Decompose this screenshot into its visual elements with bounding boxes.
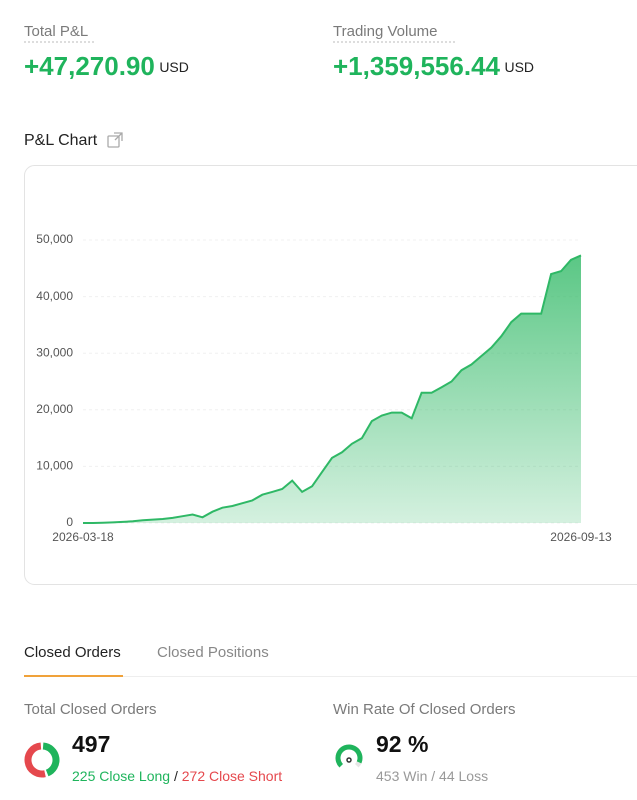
x-tick-label: 2026-09-13: [550, 530, 612, 544]
y-tick-label: 10,000: [36, 459, 73, 473]
stat-title: Total Closed Orders: [24, 701, 157, 718]
gauge: [335, 744, 363, 768]
y-tick-label: 50,000: [36, 232, 73, 246]
donut: [24, 742, 60, 778]
chart-title: P&L Chart: [24, 132, 98, 149]
chart-panel: [24, 165, 637, 585]
area: [83, 255, 581, 523]
x-tick-label: 2026-03-18: [52, 530, 114, 544]
external-link-icon[interactable]: [107, 132, 123, 148]
y-tick-label: 0: [66, 515, 73, 529]
donut-segment: [24, 742, 46, 778]
y-tick-label: 20,000: [36, 402, 73, 416]
summary-label: Trading Volume: [333, 23, 438, 40]
summary-value: +47,270.90 USD: [24, 51, 189, 81]
tab[interactable]: Closed Orders: [24, 644, 121, 661]
stat-breakdown: 225 Close Long / 272 Close Short: [72, 768, 282, 784]
y-tick-label: 30,000: [36, 345, 73, 359]
stat-title: Win Rate Of Closed Orders: [333, 701, 516, 718]
y-tick-label: 40,000: [36, 289, 73, 303]
gauge-hub: [346, 757, 352, 763]
chart: 0 10,000 20,000 30,000 40,000 50,000 2026-03-1…: [36, 232, 612, 544]
summary-label: Total P&L: [24, 23, 88, 40]
tab-indicator: [24, 675, 123, 677]
summary-value: +1,359,556.44 USD: [333, 51, 534, 81]
stat-breakdown: 453 Win / 44 Loss: [376, 768, 488, 784]
gauge-value: [335, 744, 363, 768]
donut-segment: [42, 742, 60, 777]
stat-value: 497: [72, 731, 110, 757]
tab[interactable]: Closed Positions: [157, 644, 269, 661]
stat-value: 92 %: [376, 731, 428, 757]
line: [83, 254, 582, 524]
